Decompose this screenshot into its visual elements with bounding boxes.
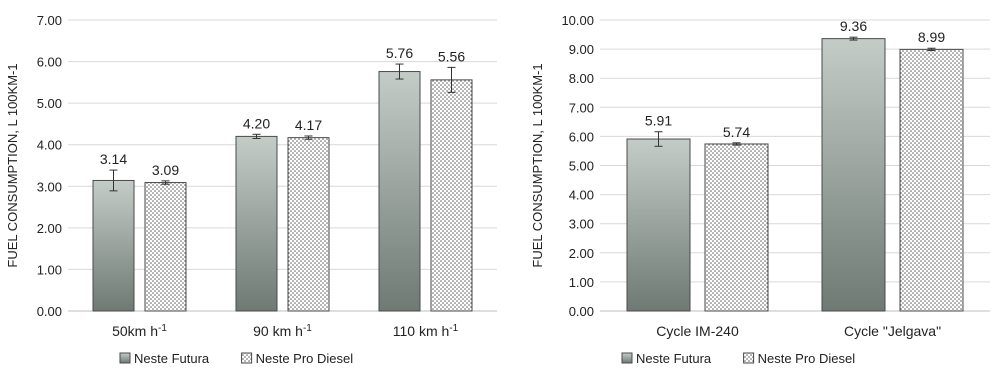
bar bbox=[378, 71, 421, 312]
x-tick-label-main: 50km h bbox=[112, 323, 158, 339]
x-tick-label: 110 km h-1 bbox=[393, 323, 459, 339]
data-label: 5.91 bbox=[645, 113, 672, 129]
y-tick-label: 0.00 bbox=[569, 304, 594, 319]
y-tick-label: 4.00 bbox=[569, 188, 594, 203]
y-tick-label: 5.00 bbox=[37, 96, 62, 111]
data-label: 3.09 bbox=[152, 162, 179, 178]
bar bbox=[899, 48, 964, 312]
x-tick-label-sup: -1 bbox=[158, 323, 167, 334]
data-label: 3.14 bbox=[100, 151, 127, 167]
y-tick-label: 9.00 bbox=[569, 42, 594, 57]
y-axis-label: FUEL CONSUMPTION, L 100KM-1 bbox=[5, 63, 20, 267]
data-label: 5.56 bbox=[438, 48, 465, 64]
bar bbox=[144, 182, 187, 312]
bar bbox=[92, 179, 135, 312]
y-tick-label: 2.00 bbox=[37, 221, 62, 236]
y-tick-label: 1.00 bbox=[37, 262, 62, 277]
y-tick-label: 6.00 bbox=[569, 129, 594, 144]
y-tick-label: 2.00 bbox=[569, 246, 594, 261]
legend-label: Neste Pro Diesel bbox=[256, 351, 354, 366]
data-label: 9.36 bbox=[840, 18, 867, 34]
data-label: 4.20 bbox=[243, 115, 270, 131]
bar bbox=[430, 79, 473, 312]
x-tick-label-main: 110 km h bbox=[393, 323, 450, 339]
legend-label: Neste Pro Diesel bbox=[758, 351, 856, 366]
y-axis-label: FUEL CONSUMPTION, L 100KM-1 bbox=[530, 63, 545, 267]
x-tick-label: Cycle "Jelgava" bbox=[844, 323, 941, 339]
x-tick-label-main: 90 km h bbox=[253, 323, 303, 339]
chart-left: 0.00 1.00 2.00 3.00 4.00 5.00 6.00 7.00 FUEL CON… bbox=[5, 13, 497, 366]
legend-label: Neste Futura bbox=[134, 351, 210, 366]
x-tick-label: 90 km h-1 bbox=[253, 323, 312, 339]
data-label: 5.76 bbox=[386, 45, 413, 61]
y-tick-label: 3.00 bbox=[569, 217, 594, 232]
x-tick-label-main: Cycle IM-240 bbox=[656, 323, 739, 339]
y-tick-label: 3.00 bbox=[37, 179, 62, 194]
x-tick-label-sup: -1 bbox=[449, 323, 458, 334]
legend-swatch bbox=[241, 352, 253, 364]
legend-label: Neste Futura bbox=[636, 351, 712, 366]
y-tick-label: 0.00 bbox=[37, 304, 62, 319]
y-tick-label: 7.00 bbox=[569, 100, 594, 115]
x-tick-label-sup: -1 bbox=[303, 323, 312, 334]
y-tick-label: 1.00 bbox=[569, 275, 594, 290]
bar bbox=[235, 135, 278, 312]
bar bbox=[287, 137, 330, 312]
y-tick-label: 6.00 bbox=[37, 55, 62, 70]
x-tick-label: Cycle IM-240 bbox=[656, 323, 739, 339]
y-tick-label: 4.00 bbox=[37, 138, 62, 153]
x-tick-label-main: Cycle "Jelgava" bbox=[844, 323, 941, 339]
y-tick-label: 5.00 bbox=[569, 159, 594, 174]
data-label: 4.17 bbox=[295, 117, 322, 133]
y-tick-label: 7.00 bbox=[37, 13, 62, 28]
y-tick-label: 8.00 bbox=[569, 71, 594, 86]
chart-right: 0.00 1.00 2.00 3.00 4.00 5.00 6.00 7.00 8.00 9.00… bbox=[530, 13, 990, 366]
bar bbox=[704, 143, 769, 312]
data-label: 8.99 bbox=[918, 29, 945, 45]
legend-swatch bbox=[119, 352, 131, 364]
bar bbox=[821, 38, 886, 312]
bar bbox=[626, 138, 691, 312]
legend-swatch bbox=[743, 352, 755, 364]
legend-swatch bbox=[621, 352, 633, 364]
y-tick-label: 10.00 bbox=[561, 13, 594, 28]
data-label: 5.74 bbox=[723, 124, 750, 140]
x-tick-label: 50km h-1 bbox=[112, 323, 167, 339]
